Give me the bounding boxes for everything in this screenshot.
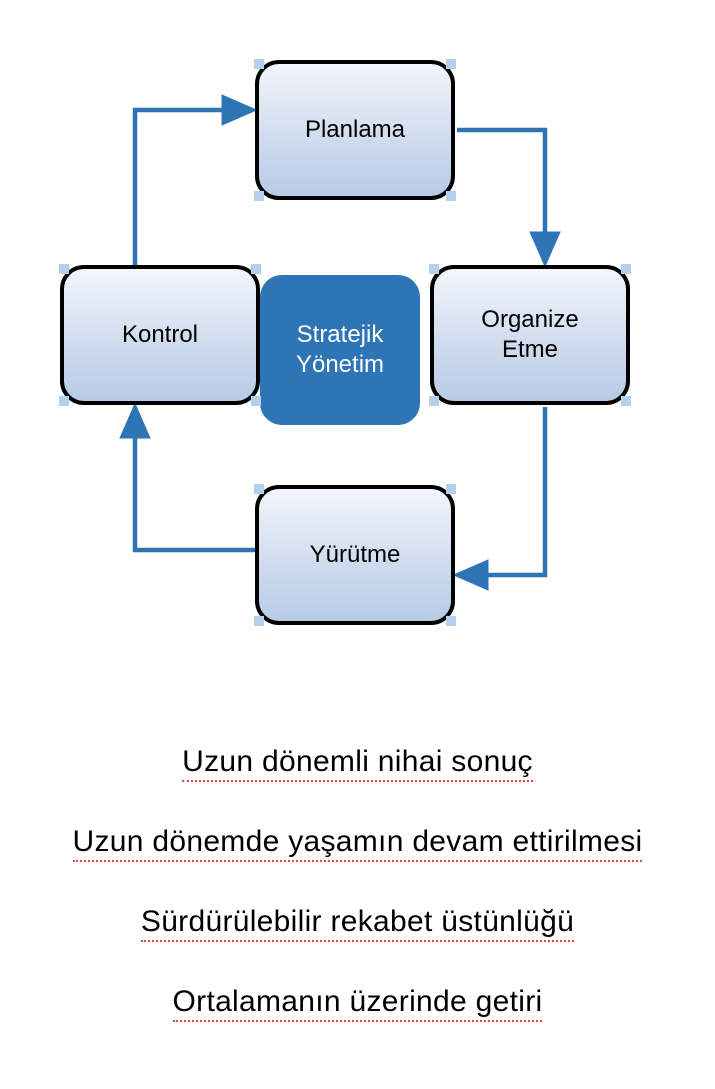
- node-handle: [254, 59, 264, 69]
- node-handle: [251, 396, 261, 406]
- arrow-top-to-right: [457, 130, 545, 263]
- center-node: StratejikYönetim: [260, 275, 420, 425]
- node-handle: [446, 59, 456, 69]
- text-line: Uzun dönemde yaşamın devam ettirilmesi: [73, 825, 643, 859]
- right-node-label: OrganizeEtme: [481, 305, 578, 365]
- node-handle: [429, 264, 439, 274]
- left-node: Kontrol: [60, 265, 260, 405]
- cycle-diagram: StratejikYönetim Planlama OrganizeEtme Y…: [0, 0, 715, 700]
- node-handle: [254, 484, 264, 494]
- node-handle: [254, 616, 264, 626]
- node-handle: [621, 264, 631, 274]
- node-handle: [446, 484, 456, 494]
- text-line: Uzun dönemli nihai sonuç: [182, 745, 533, 779]
- arrow-right-to-bottom: [457, 407, 545, 575]
- node-handle: [59, 396, 69, 406]
- node-handle: [59, 264, 69, 274]
- node-handle: [621, 396, 631, 406]
- node-handle: [446, 191, 456, 201]
- text-line: Ortalamanın üzerinde getiri: [173, 985, 543, 1019]
- bottom-node: Yürütme: [255, 485, 455, 625]
- arrow-left-to-top: [135, 110, 253, 265]
- center-node-label: StratejikYönetim: [296, 320, 384, 380]
- node-handle: [446, 616, 456, 626]
- arrow-bottom-to-left: [135, 407, 255, 550]
- node-handle: [251, 264, 261, 274]
- node-handle: [254, 191, 264, 201]
- top-node: Planlama: [255, 60, 455, 200]
- text-line: Sürdürülebilir rekabet üstünlüğü: [141, 905, 574, 939]
- top-node-label: Planlama: [305, 115, 405, 145]
- text-list: Uzun dönemli nihai sonuç Uzun dönemde ya…: [0, 745, 715, 1065]
- bottom-node-label: Yürütme: [310, 540, 401, 570]
- node-handle: [429, 396, 439, 406]
- left-node-label: Kontrol: [122, 320, 198, 350]
- right-node: OrganizeEtme: [430, 265, 630, 405]
